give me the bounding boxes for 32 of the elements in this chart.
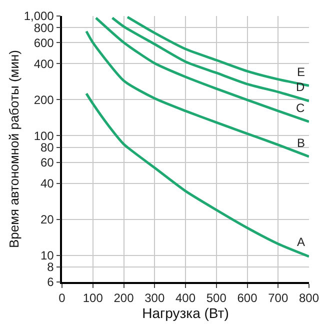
- y-tick-label: 200: [34, 92, 54, 107]
- y-tick-label: 1,000: [24, 9, 54, 24]
- x-tick-label: 400: [175, 291, 196, 306]
- line-series: [85, 30, 309, 158]
- x-tick-label: 200: [114, 291, 134, 306]
- x-axis-title: Нагрузка (Вт): [142, 305, 229, 322]
- y-tick-label: 800: [34, 20, 54, 35]
- line-series: [85, 92, 309, 258]
- y-tick-label: 10: [40, 248, 54, 263]
- y-tick-label: 20: [40, 212, 54, 227]
- line-series: [111, 16, 309, 102]
- y-tick-label: 6: [47, 275, 54, 290]
- y-tick-label: 60: [40, 155, 54, 170]
- x-tick-label: 800: [298, 291, 320, 306]
- y-tick-label: 8: [47, 260, 54, 274]
- series-label: B: [297, 136, 306, 150]
- line-series: [94, 16, 309, 123]
- y-tick-label: 100: [34, 128, 54, 143]
- y-tick-label: 80: [40, 140, 54, 155]
- series-label: E: [297, 65, 306, 79]
- y-tick-label: 400: [34, 56, 54, 71]
- y-tick-label: 40: [40, 176, 54, 191]
- x-tick-label: 300: [144, 291, 165, 306]
- x-tick-label: 500: [206, 291, 227, 306]
- x-tick-label: 700: [268, 291, 288, 306]
- x-tick-label: 600: [237, 291, 258, 306]
- series-label: C: [296, 101, 305, 115]
- y-axis-title: Время автономной работы (мин): [6, 50, 22, 248]
- series-label: A: [297, 235, 306, 249]
- x-tick-label: 0: [58, 291, 66, 306]
- y-tick-label: 600: [34, 36, 54, 50]
- x-tick-label: 100: [82, 291, 104, 306]
